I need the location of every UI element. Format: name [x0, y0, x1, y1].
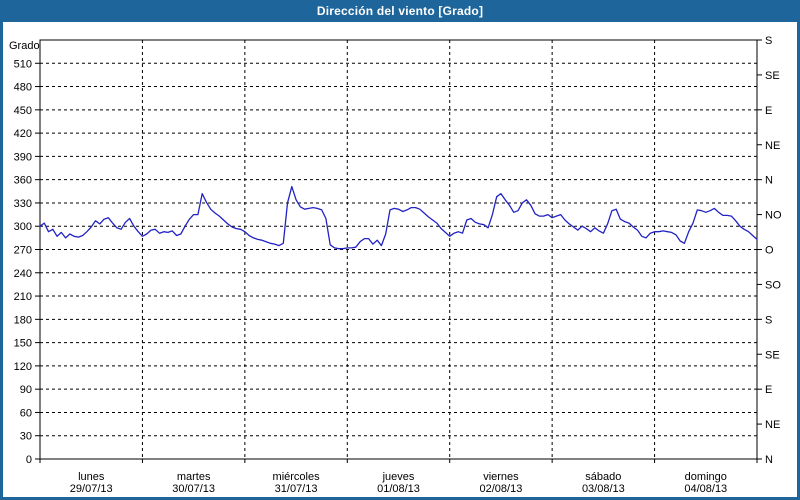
svg-text:300: 300 — [14, 221, 32, 233]
svg-text:lunes: lunes — [78, 471, 105, 483]
svg-text:martes: martes — [177, 471, 211, 483]
svg-text:N: N — [765, 175, 773, 187]
wind-direction-line — [39, 185, 758, 250]
svg-text:domingo: domingo — [685, 471, 727, 483]
plot-border — [39, 39, 758, 460]
svg-text:270: 270 — [14, 245, 32, 257]
svg-text:120: 120 — [14, 361, 32, 373]
chart-panel — [3, 22, 797, 497]
svg-text:sábado: sábado — [585, 471, 621, 483]
vertical-gridlines — [141, 40, 656, 459]
svg-text:N: N — [765, 454, 773, 466]
svg-text:510: 510 — [14, 58, 32, 70]
svg-text:NE: NE — [765, 140, 780, 152]
svg-text:30/07/13: 30/07/13 — [172, 483, 215, 495]
svg-text:S: S — [765, 35, 772, 47]
svg-text:29/07/13: 29/07/13 — [70, 483, 113, 495]
svg-text:E: E — [765, 105, 772, 117]
svg-text:180: 180 — [14, 314, 32, 326]
svg-text:330: 330 — [14, 198, 32, 210]
svg-text:SO: SO — [765, 279, 781, 291]
svg-text:NO: NO — [765, 210, 782, 222]
svg-text:02/08/13: 02/08/13 — [480, 483, 523, 495]
svg-text:Grado: Grado — [9, 40, 40, 52]
svg-text:30: 30 — [20, 431, 32, 443]
svg-text:E: E — [765, 384, 772, 396]
y-axis-tick-labels: 0 30 60 90 120 150 180 210 240 270 300 330 360 390 420… — [14, 58, 40, 466]
svg-text:viernes: viernes — [483, 471, 519, 483]
svg-text:jueves: jueves — [382, 471, 415, 483]
compass-axis-labels: N NE E SE S SO O NO N NE E SE S — [757, 35, 782, 466]
svg-text:420: 420 — [14, 128, 32, 140]
x-axis-ticks — [39, 459, 758, 463]
svg-text:SE: SE — [765, 349, 780, 361]
title-bar: Dirección del viento [Grado] — [0, 0, 800, 22]
svg-text:O: O — [765, 245, 774, 257]
svg-text:31/07/13: 31/07/13 — [275, 483, 318, 495]
svg-text:SE: SE — [765, 70, 780, 82]
svg-text:480: 480 — [14, 82, 32, 94]
svg-text:390: 390 — [14, 151, 32, 163]
svg-text:04/08/13: 04/08/13 — [684, 483, 727, 495]
svg-text:03/08/13: 03/08/13 — [582, 483, 625, 495]
svg-text:450: 450 — [14, 105, 32, 117]
chart-title: Dirección del viento [Grado] — [316, 4, 484, 18]
svg-text:60: 60 — [20, 407, 32, 419]
svg-text:miércoles: miércoles — [273, 471, 321, 483]
svg-text:240: 240 — [14, 268, 32, 280]
svg-text:210: 210 — [14, 291, 32, 303]
svg-text:0: 0 — [26, 454, 32, 466]
svg-text:360: 360 — [14, 175, 32, 187]
svg-text:S: S — [765, 314, 772, 326]
svg-text:NE: NE — [765, 419, 780, 431]
svg-text:150: 150 — [14, 338, 32, 350]
svg-text:01/08/13: 01/08/13 — [377, 483, 420, 495]
y-axis-title: Grado — [9, 40, 40, 52]
svg-text:90: 90 — [20, 384, 32, 396]
horizontal-gridlines — [40, 62, 757, 437]
